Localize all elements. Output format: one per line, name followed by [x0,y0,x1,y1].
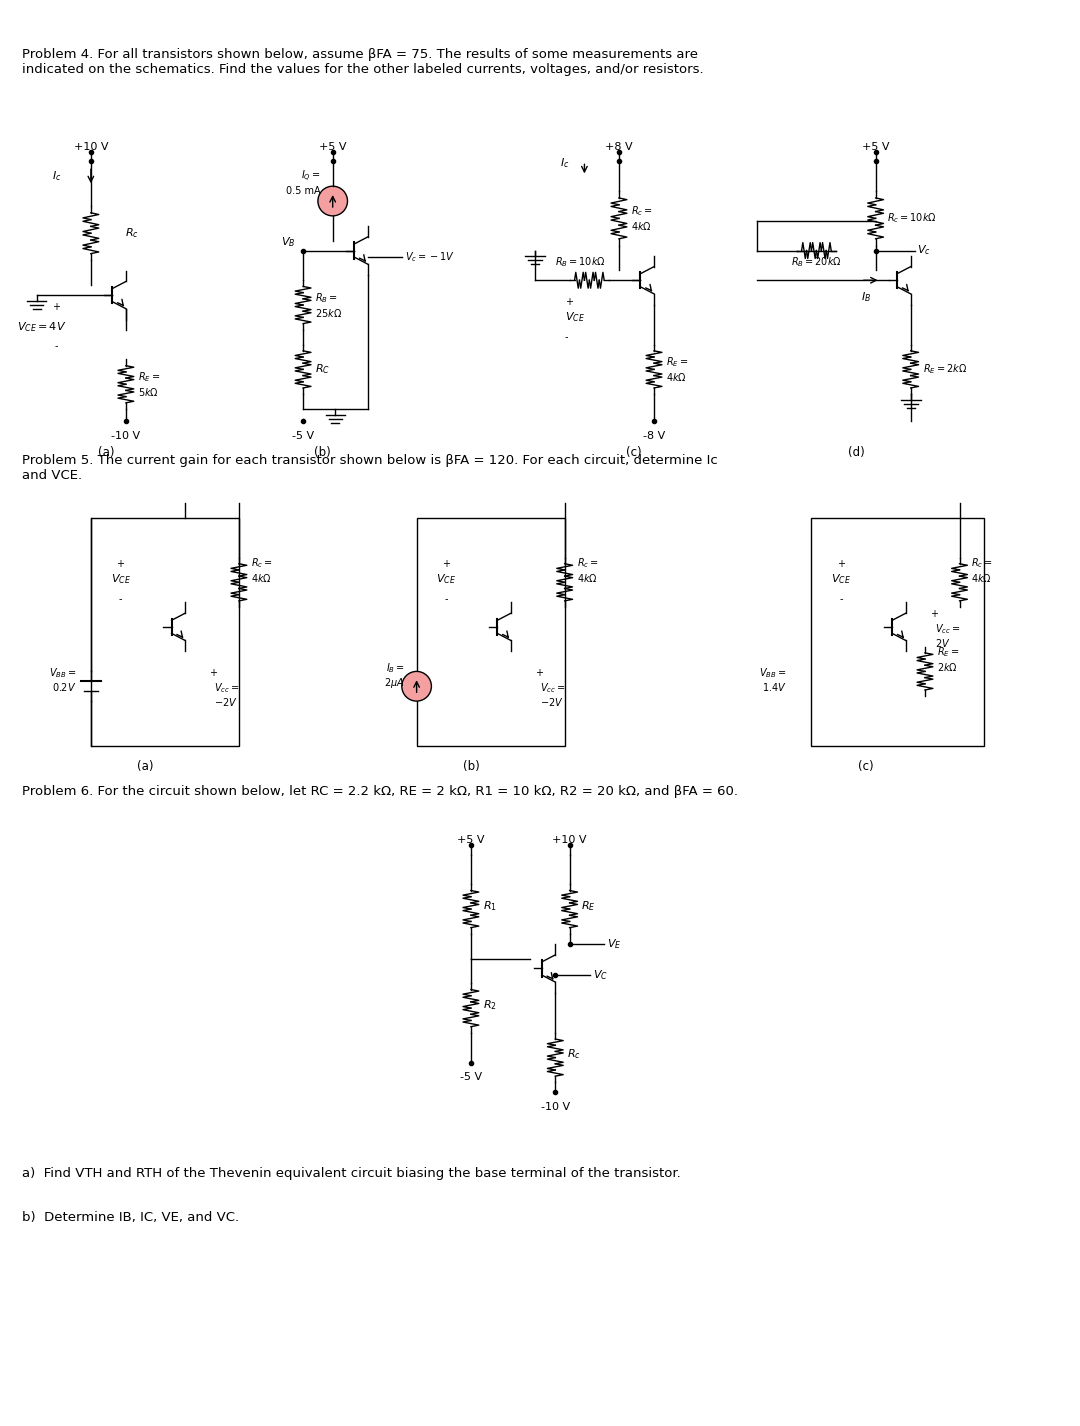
Text: $0.2V$: $0.2V$ [52,682,76,693]
FancyBboxPatch shape [417,518,565,746]
Text: $I_Q=$: $I_Q=$ [301,168,321,184]
Text: +: + [565,297,572,307]
Text: $R_E$: $R_E$ [581,898,596,913]
Circle shape [402,672,431,702]
Text: (d): (d) [848,446,864,459]
Text: +5 V: +5 V [457,834,485,844]
Text: $V_{CE}$: $V_{CE}$ [565,309,584,324]
Text: $R_E=$
$2k\Omega$: $R_E=$ $2k\Omega$ [936,646,959,673]
Text: $R_c=$
$4k\Omega$: $R_c=$ $4k\Omega$ [577,556,598,585]
Text: +: + [117,559,124,569]
Text: -: - [55,342,58,352]
Text: +: + [930,609,937,619]
Text: $V_{cc}=$: $V_{cc}=$ [214,682,240,694]
Text: $1.4V$: $1.4V$ [762,682,787,693]
Text: -: - [839,595,842,605]
Text: $V_{BB}=$: $V_{BB}=$ [49,666,76,680]
Text: $R_B=$
$25k\Omega$: $R_B=$ $25k\Omega$ [315,291,342,319]
Text: $V_{CE}$: $V_{CE}$ [110,572,131,586]
Text: $R_B=10k\Omega$: $R_B=10k\Omega$ [555,255,606,270]
Text: +10 V: +10 V [552,834,586,844]
Text: +: + [837,559,845,569]
Text: $V_{CE}$: $V_{CE}$ [832,572,851,586]
Text: $2\mu A$: $2\mu A$ [384,676,405,690]
Text: a)  Find VTH and RTH of the Thevenin equivalent circuit biasing the base termina: a) Find VTH and RTH of the Thevenin equi… [22,1166,680,1179]
Text: -: - [119,595,122,605]
Text: -: - [445,595,448,605]
Text: Problem 5. The current gain for each transistor shown below is βFA = 120. For ea: Problem 5. The current gain for each tra… [22,453,717,482]
Text: $V_{cc}=$: $V_{cc}=$ [540,682,566,694]
Text: $R_c=$
$4k\Omega$: $R_c=$ $4k\Omega$ [631,204,652,232]
Text: +10 V: +10 V [73,141,108,151]
Text: $I_c$: $I_c$ [52,170,62,183]
Text: Problem 4. For all transistors shown below, assume βFA = 75. The results of some: Problem 4. For all transistors shown bel… [22,47,703,76]
Text: $R_c=10k\Omega$: $R_c=10k\Omega$ [888,211,937,225]
Text: $R_E=$
$5k\Omega$: $R_E=$ $5k\Omega$ [138,371,160,398]
Text: -10 V: -10 V [541,1102,570,1112]
Text: +: + [210,669,217,679]
Text: $R_1$: $R_1$ [483,898,497,913]
Text: (b): (b) [314,446,332,459]
Text: +: + [535,669,543,679]
Text: $R_2$: $R_2$ [483,998,497,1012]
Text: $R_c=$
$4k\Omega$: $R_c=$ $4k\Omega$ [251,556,272,585]
Text: $R_c$: $R_c$ [567,1048,581,1061]
Text: $R_E=$
$4k\Omega$: $R_E=$ $4k\Omega$ [666,355,688,384]
Text: $R_B=20k\Omega$: $R_B=20k\Omega$ [791,255,841,270]
Text: $I_B$: $I_B$ [861,289,870,304]
Text: (a): (a) [137,760,153,773]
Text: -5 V: -5 V [460,1072,482,1082]
Text: $2V$: $2V$ [935,636,950,649]
Text: $R_C$: $R_C$ [315,362,330,376]
Text: $V_c=-1V$: $V_c=-1V$ [405,250,456,264]
Text: $V_c$: $V_c$ [917,244,931,258]
Text: $-2V$: $-2V$ [214,696,238,709]
Text: $R_E=2k\Omega$: $R_E=2k\Omega$ [922,362,967,376]
Text: +5 V: +5 V [862,141,889,151]
FancyBboxPatch shape [91,518,239,746]
Text: $V_E$: $V_E$ [607,937,622,951]
Text: -: - [565,332,568,342]
Text: $V_{CE}=4V$: $V_{CE}=4V$ [17,319,66,334]
Text: $V_{BB}=$: $V_{BB}=$ [759,666,787,680]
Text: Problem 6. For the circuit shown below, let RC = 2.2 kΩ, RE = 2 kΩ, R1 = 10 kΩ, : Problem 6. For the circuit shown below, … [22,786,738,799]
Text: $V_{CE}$: $V_{CE}$ [436,572,456,586]
Text: $I_c$: $I_c$ [559,157,569,170]
Text: 0.5 mA: 0.5 mA [286,187,321,197]
Text: (b): (b) [462,760,480,773]
Text: (c): (c) [626,446,643,459]
FancyBboxPatch shape [811,518,984,746]
Text: $V_B$: $V_B$ [281,235,296,250]
Text: $V_C$: $V_C$ [593,968,608,983]
Text: $I_B=$: $I_B=$ [386,662,405,674]
Text: $-2V$: $-2V$ [540,696,564,709]
Text: +: + [442,559,450,569]
Text: +8 V: +8 V [605,141,633,151]
Text: b)  Determine IB, IC, VE, and VC.: b) Determine IB, IC, VE, and VC. [22,1211,239,1224]
Text: $V_{cc}=$: $V_{cc}=$ [935,622,960,636]
Text: $R_c=$
$4k\Omega$: $R_c=$ $4k\Omega$ [971,556,994,585]
Text: +: + [52,302,60,312]
Text: $R_c$: $R_c$ [125,225,139,240]
Text: (c): (c) [858,760,874,773]
Text: -5 V: -5 V [292,431,314,441]
Text: (a): (a) [98,446,114,459]
Text: -10 V: -10 V [111,431,140,441]
Circle shape [318,187,348,215]
Text: +5 V: +5 V [319,141,347,151]
Text: -8 V: -8 V [643,431,665,441]
